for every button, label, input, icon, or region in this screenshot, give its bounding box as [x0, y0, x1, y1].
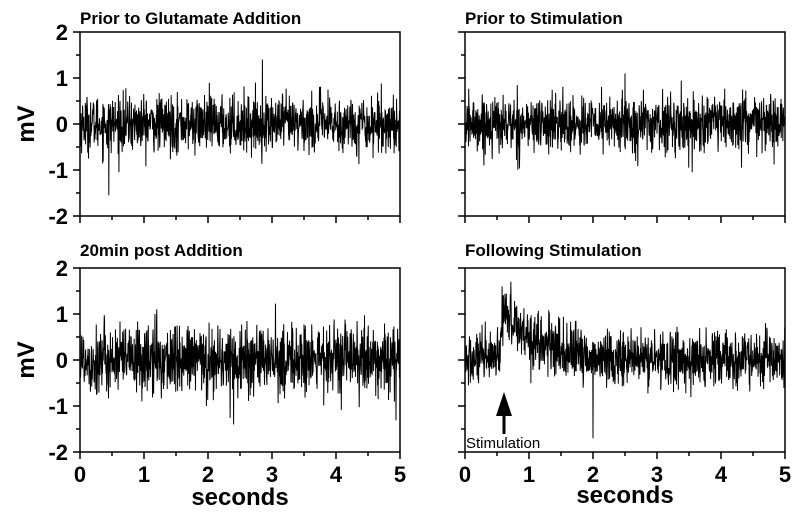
panel-prior-to-glutamate: Prior to Glutamate Addition mV 2 1 0 -1 -2	[13, 9, 401, 229]
panel-20min-post-addition: 20min post Addition mV seconds 2 1 0 -1 -2 0…	[13, 241, 406, 511]
y-tick-label: 2	[56, 256, 68, 281]
y-axis-label: mV	[13, 341, 40, 378]
stimulation-annotation: Stimulation	[466, 392, 540, 452]
x-tick-label: 5	[779, 462, 791, 487]
x-ticks	[464, 216, 786, 223]
x-tick-label: 1	[138, 462, 150, 487]
signal-trace	[79, 303, 401, 425]
panel-title: Prior to Glutamate Addition	[80, 9, 301, 28]
y-tick-label: 1	[56, 302, 68, 327]
stimulation-arrowhead	[496, 392, 512, 416]
x-tick-label: 0	[74, 462, 86, 487]
x-axis-label: seconds	[576, 482, 673, 509]
plot-frame	[79, 31, 401, 217]
signal-trace	[464, 281, 786, 439]
panel-title: Prior to Stimulation	[465, 9, 623, 28]
x-tick-label: 5	[394, 462, 406, 487]
x-tick-label: 2	[202, 462, 214, 487]
x-tick-label: 4	[715, 462, 728, 487]
panel-title: 20min post Addition	[80, 241, 243, 260]
x-tick-label: 3	[651, 462, 663, 487]
x-tick-label: 3	[266, 462, 278, 487]
panel-prior-to-stimulation: Prior to Stimulation	[458, 9, 786, 223]
x-tick-label: 4	[330, 462, 343, 487]
x-axis-label: seconds	[191, 484, 288, 511]
y-tick-label: 2	[56, 20, 68, 45]
y-tick-label: 0	[56, 112, 68, 137]
y-ticks: 2 1 0 -1 -2	[48, 256, 80, 465]
y-tick-label: -1	[48, 158, 68, 183]
signal-trace	[464, 73, 786, 173]
plot-frame	[79, 267, 401, 453]
x-tick-label: 1	[523, 462, 535, 487]
x-ticks: 0 1 2 3 4 5	[74, 452, 406, 487]
y-ticks	[458, 31, 465, 217]
y-axis-label: mV	[13, 105, 40, 142]
y-tick-label: 0	[56, 348, 68, 373]
x-ticks	[79, 216, 401, 223]
plot-frame	[464, 267, 786, 453]
x-tick-label: 2	[587, 462, 599, 487]
panel-title: Following Stimulation	[465, 241, 642, 260]
y-tick-label: -2	[48, 204, 68, 229]
y-ticks	[458, 267, 465, 453]
panel-following-stimulation: Following Stimulation seconds 0 1 2 3 4 5 Sti…	[458, 241, 791, 509]
x-tick-label: 0	[459, 462, 471, 487]
stimulation-label: Stimulation	[466, 435, 540, 452]
plot-frame	[464, 31, 786, 217]
y-tick-label: 1	[56, 66, 68, 91]
x-ticks: 0 1 2 3 4 5	[459, 452, 791, 487]
signal-trace	[79, 59, 401, 196]
y-ticks: 2 1 0 -1 -2	[48, 20, 80, 229]
y-tick-label: -1	[48, 394, 68, 419]
y-tick-label: -2	[48, 440, 68, 465]
